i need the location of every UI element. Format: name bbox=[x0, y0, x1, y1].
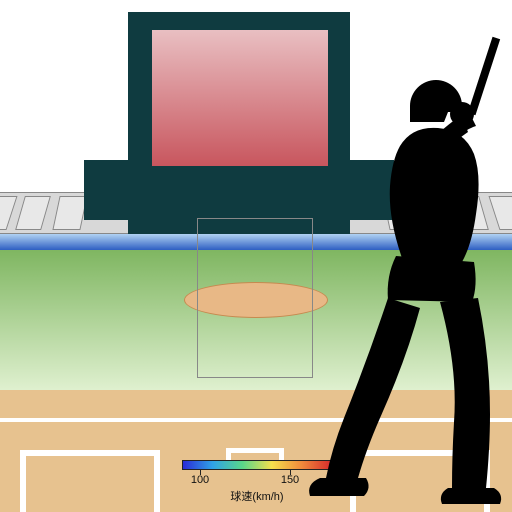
chalk-line bbox=[154, 450, 160, 512]
legend-title: 球速(km/h) bbox=[230, 488, 283, 504]
chalk-line bbox=[20, 450, 26, 512]
batter-icon bbox=[290, 36, 512, 506]
wall-panel bbox=[15, 196, 51, 230]
chalk-line bbox=[226, 448, 284, 453]
wall-panel bbox=[52, 196, 87, 230]
pitch-scene: 100150球速(km/h) bbox=[0, 0, 512, 512]
wall-panel bbox=[0, 196, 18, 230]
legend-tick-label: 100 bbox=[191, 474, 209, 486]
chalk-line bbox=[20, 450, 160, 456]
batter-silhouette bbox=[290, 36, 512, 506]
